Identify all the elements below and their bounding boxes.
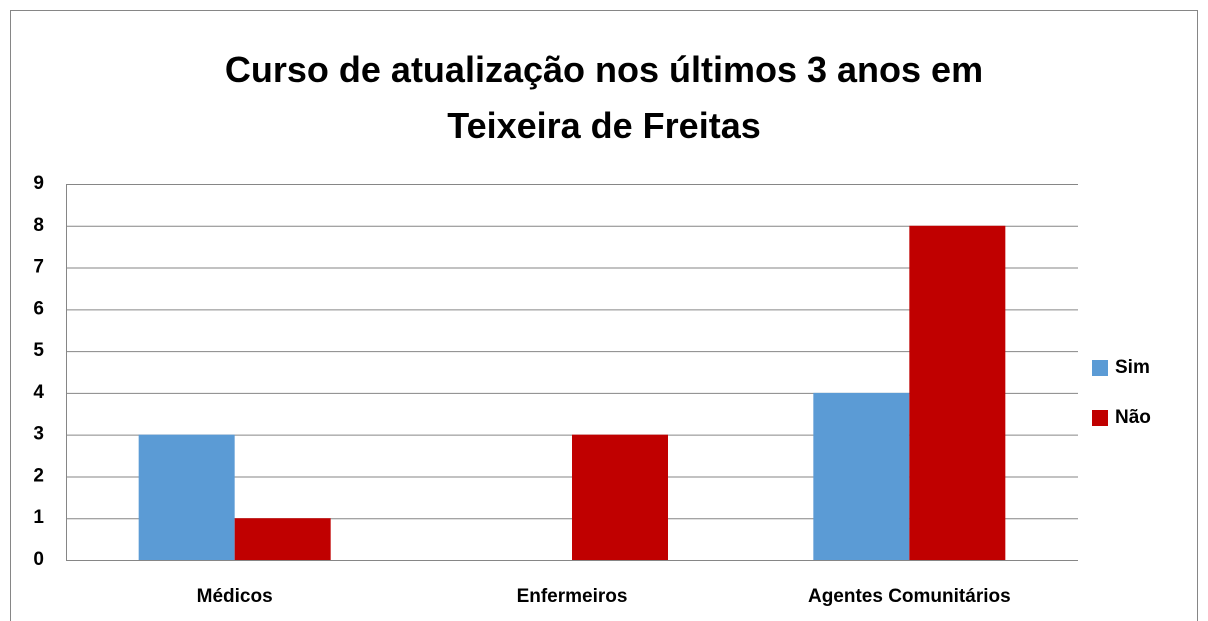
y-tick-label: 4 xyxy=(33,382,44,403)
chart-border xyxy=(10,10,1198,621)
chart-title: Curso de atualização nos últimos 3 anos … xyxy=(224,49,984,146)
y-tick-label: 5 xyxy=(33,340,44,361)
y-tick-label: 6 xyxy=(33,298,44,319)
y-tick-label: 2 xyxy=(33,465,44,486)
bar xyxy=(572,434,668,560)
y-tick-label: 9 xyxy=(33,173,44,194)
x-tick-label: Enfermeiros xyxy=(517,586,628,607)
bar xyxy=(813,392,910,560)
y-tick-label: 8 xyxy=(33,215,44,236)
legend-label: Sim xyxy=(1115,357,1150,378)
x-tick-label: Médicos xyxy=(197,586,273,607)
x-tick-label: Agentes Comunitários xyxy=(808,586,1011,607)
legend-swatch xyxy=(1092,360,1108,376)
bar xyxy=(234,518,331,560)
bar xyxy=(138,434,235,560)
y-tick-label: 3 xyxy=(33,424,44,445)
y-tick-label: 1 xyxy=(33,507,44,528)
y-tick-label: 0 xyxy=(33,549,44,570)
legend-label: Não xyxy=(1115,407,1151,428)
bar xyxy=(909,225,1006,560)
legend-swatch xyxy=(1092,410,1108,426)
y-tick-label: 7 xyxy=(33,257,44,278)
